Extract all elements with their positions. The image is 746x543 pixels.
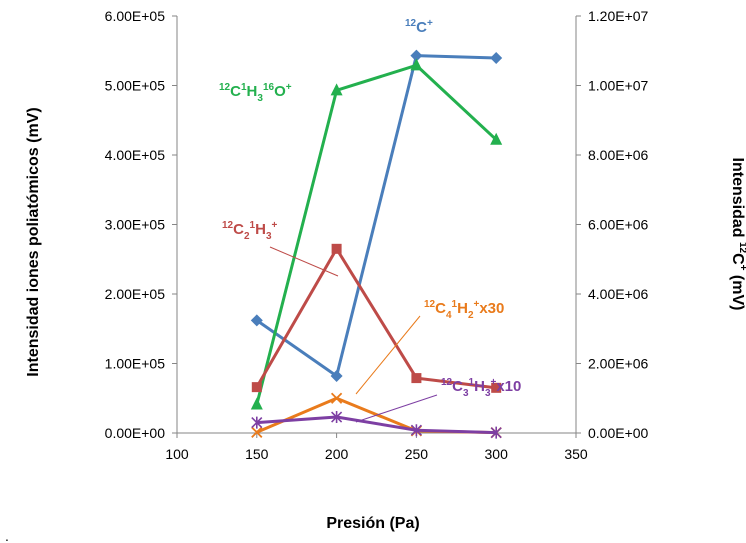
y2-axis-title: Intensidad 12C+ (mV) — [729, 158, 746, 311]
series-line — [256, 415, 497, 435]
y-tick-label: 6.00E+05 — [105, 8, 166, 24]
y2-tick-label: 0.00E+00 — [588, 425, 649, 441]
series-labels: 12C+ 12C1H316O+ 12C21H3+ 12C41H2+x30 12C31H3… — [219, 18, 521, 423]
data-point — [330, 83, 343, 96]
x-tick-label: 350 — [564, 446, 588, 462]
x-axis-title: Presión (Pa) — [326, 515, 419, 532]
data-point — [251, 416, 263, 429]
y-tick-label: 4.00E+05 — [105, 147, 166, 163]
series-c — [250, 49, 503, 383]
label-leader-line — [355, 394, 438, 423]
y-axis-title: Intensidad iones poliatómicos (mV) — [25, 107, 42, 376]
data-point — [250, 314, 263, 327]
series-label: 12C31H3+x10 — [441, 377, 521, 399]
data-point — [491, 382, 502, 393]
y-tick-label: 1.00E+05 — [105, 356, 166, 372]
data-point — [490, 132, 503, 145]
data-point — [331, 411, 343, 424]
data-point — [410, 49, 423, 62]
axes: 100 150 200 250 300 3500.00E+001.00E+052.00E+… — [105, 8, 649, 462]
y-tick-label: 5.00E+05 — [105, 78, 166, 94]
series-c3h3 — [251, 411, 502, 439]
data-point — [331, 243, 342, 254]
series-c2h3 — [251, 243, 502, 393]
series-line — [255, 54, 497, 378]
stray-mark: . — [5, 528, 9, 543]
x-tick-label: 300 — [485, 446, 509, 462]
x-tick-label: 100 — [165, 446, 189, 462]
y-tick-label: 2.00E+05 — [105, 286, 166, 302]
y2-tick-label: 1.00E+07 — [588, 78, 649, 94]
series-line — [255, 247, 497, 390]
data-point — [251, 426, 263, 438]
y-tick-label: 0.00E+00 — [105, 425, 166, 441]
data-point — [490, 52, 503, 65]
x-tick-label: 250 — [405, 446, 429, 462]
y2-tick-label: 8.00E+06 — [588, 147, 649, 163]
series-ch3o — [250, 58, 503, 410]
label-leader-line — [355, 315, 421, 395]
data-point — [330, 370, 343, 383]
series-label: 12C41H2+x30 — [424, 299, 504, 321]
series-label: 12C21H3+ — [222, 220, 278, 242]
series-label: 12C1H316O+ — [219, 82, 292, 104]
series-label: 12C+ — [405, 18, 433, 36]
data-point — [411, 373, 422, 384]
y-tick-label: 3.00E+05 — [105, 217, 166, 233]
data-point — [330, 392, 343, 404]
y2-tick-label: 4.00E+06 — [588, 286, 649, 302]
x-tick-label: 200 — [325, 446, 349, 462]
data-point — [251, 382, 262, 393]
y2-tick-label: 1.20E+07 — [588, 8, 649, 24]
data-point — [410, 424, 422, 437]
series-line — [255, 63, 498, 405]
data-point — [490, 426, 502, 439]
data-point — [410, 58, 423, 71]
label-leader-line — [269, 246, 339, 277]
y2-tick-label: 2.00E+06 — [588, 356, 649, 372]
x-tick-label: 150 — [245, 446, 269, 462]
data-point — [250, 397, 263, 410]
y2-tick-label: 6.00E+06 — [588, 217, 649, 233]
series-layer — [250, 49, 503, 439]
